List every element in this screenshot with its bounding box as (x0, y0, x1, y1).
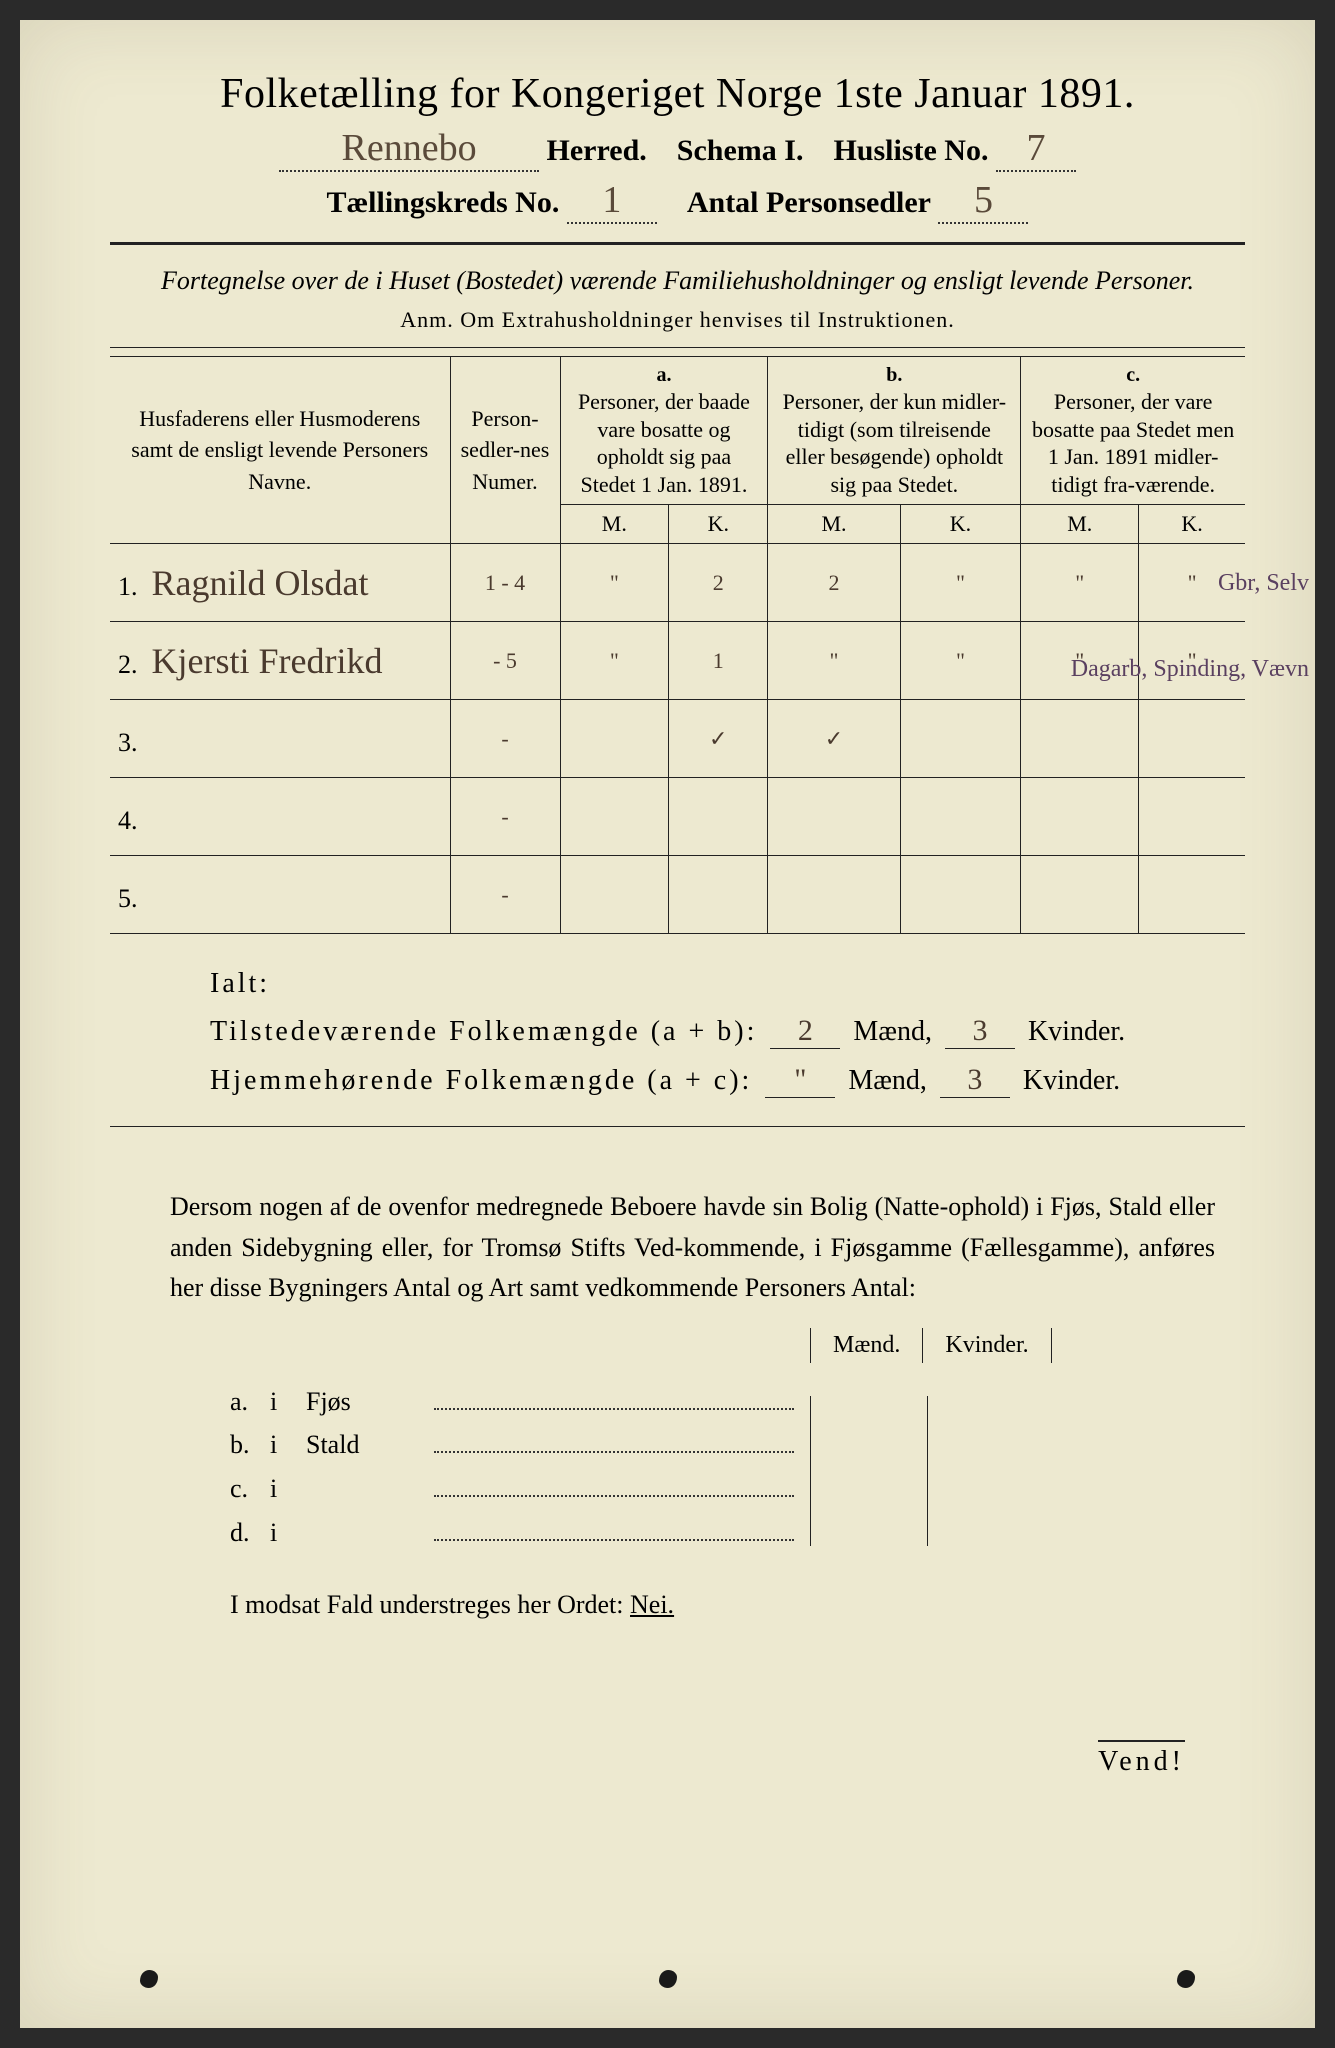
husliste-value: 7 (996, 126, 1076, 172)
m-header: M. (560, 505, 669, 544)
husliste-label: Husliste No. (833, 134, 988, 167)
a-label: a. (569, 363, 760, 388)
divider (110, 347, 1245, 348)
header-row-1: Rennebo Herred. Schema I. Husliste No. 7 (110, 126, 1245, 172)
antal-label: Antal Personsedler (687, 186, 931, 219)
line1-k: 3 (945, 1014, 1015, 1049)
herred-value: Rennebo (279, 126, 539, 172)
list-item: b.iStald (230, 1425, 802, 1461)
list-item: a.iFjøs (230, 1381, 802, 1417)
divider (110, 1126, 1245, 1127)
kreds-value: 1 (567, 178, 657, 224)
punch-hole-icon (140, 1970, 158, 1988)
ialt-label: Ialt: (210, 968, 1245, 1000)
c-label: c. (1029, 363, 1237, 388)
total-line-1: Tilstedeværende Folkemængde (a + b): 2 M… (210, 1014, 1245, 1049)
anm-text: Anm. Om Extrahusholdninger henvises til … (110, 307, 1245, 333)
list-item: c.i (230, 1468, 802, 1504)
maend-label: Mænd, (848, 1065, 927, 1096)
col-num-header: Person-sedler-nes Numer. (450, 357, 560, 544)
col-name-header: Husfaderens eller Husmoderens samt de en… (110, 357, 450, 544)
line2-m: " (765, 1063, 835, 1098)
line1-m: 2 (770, 1014, 840, 1049)
list-item: d.i (230, 1512, 802, 1548)
k-header: K. (669, 505, 768, 544)
k-header: K. (1139, 505, 1245, 544)
header-row-2: Tællingskreds No. 1 Antal Personsedler 5 (110, 178, 1245, 224)
b-text: Personer, der kun midler-tidigt (som til… (776, 388, 1012, 498)
mk-header: Mænd. Kvinder. (810, 1328, 1245, 1363)
line2-k: 3 (940, 1063, 1010, 1098)
table-row: 1. Ragnild Olsdat1 - 4"22""" (110, 544, 1245, 622)
col-a-header: a. Personer, der baade vare bosatte og o… (560, 357, 768, 505)
nei-word: Nei. (630, 1590, 674, 1619)
maend-label: Mænd, (853, 1016, 932, 1047)
census-table: Husfaderens eller Husmoderens samt de en… (110, 356, 1245, 934)
table-row: 4. - (110, 778, 1245, 856)
c-text: Personer, der vare bosatte paa Stedet me… (1029, 388, 1237, 498)
census-form-page: Folketælling for Kongeriget Norge 1ste J… (20, 20, 1315, 2028)
line1-label: Tilstedeværende Folkemængde (a + b): (210, 1016, 757, 1047)
herred-label: Herred. (547, 134, 647, 167)
col-b-header: b. Personer, der kun midler-tidigt (som … (768, 357, 1021, 505)
table-row: 5. - (110, 856, 1245, 934)
punch-hole-icon (1177, 1970, 1195, 1988)
total-line-2: Hjemmehørende Folkemængde (a + c): " Mæn… (210, 1063, 1245, 1098)
m-header: M. (1021, 505, 1139, 544)
nei-text: I modsat Fald understreges her Ordet: (230, 1590, 624, 1619)
line2-label: Hjemmehørende Folkemængde (a + c): (210, 1065, 752, 1096)
kvinder-col-label: Kvinder. (922, 1328, 1051, 1363)
a-text: Personer, der baade vare bosatte og opho… (569, 388, 760, 498)
m-header: M. (768, 505, 900, 544)
side-building-paragraph: Dersom nogen af de ovenfor medregnede Be… (170, 1187, 1215, 1308)
kvinder-label: Kvinder. (1028, 1016, 1125, 1047)
vend-label: Vend! (1098, 1740, 1185, 1778)
kreds-label: Tællingskreds No. (327, 186, 560, 219)
side-building-list: a.iFjøs b.iStald c.i d.i (230, 1373, 802, 1555)
maend-col-label: Mænd. (810, 1328, 922, 1363)
punch-hole-icon (659, 1970, 677, 1988)
schema-label: Schema I. (677, 134, 804, 167)
antal-value: 5 (938, 178, 1028, 224)
page-title: Folketælling for Kongeriget Norge 1ste J… (110, 70, 1245, 118)
totals-block: Ialt: Tilstedeværende Folkemængde (a + b… (210, 968, 1245, 1098)
divider (110, 242, 1245, 245)
b-label: b. (776, 363, 1012, 388)
kvinder-label: Kvinder. (1023, 1065, 1120, 1096)
k-header: K. (900, 505, 1021, 544)
intro-text: Fortegnelse over de i Huset (Bostedet) v… (110, 263, 1245, 299)
margin-note: Gbr, Selv (1218, 570, 1309, 596)
col-c-header: c. Personer, der vare bosatte paa Stedet… (1021, 357, 1245, 505)
nei-line: I modsat Fald understreges her Ordet: Ne… (230, 1590, 1245, 1620)
table-row: 3. -✓✓ (110, 700, 1245, 778)
table-header-row: Husfaderens eller Husmoderens samt de en… (110, 357, 1245, 505)
margin-note: Dagarb, Spinding, Vævn (1071, 656, 1309, 682)
mk-columns (810, 1396, 1245, 1546)
